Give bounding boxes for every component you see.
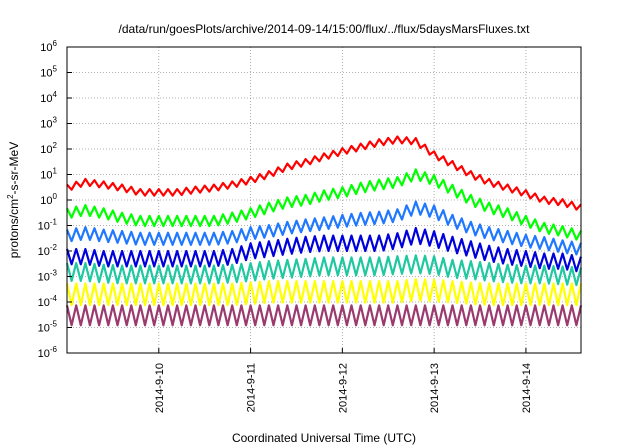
series-line-6	[65, 278, 583, 307]
x-tick-label: 2014-9-11	[246, 363, 258, 412]
y-tick-label: 100	[40, 192, 57, 207]
x-tick-label: 2014-9-12	[337, 363, 349, 413]
series-line-5	[65, 254, 583, 287]
series-line-7	[65, 304, 583, 327]
x-tick-label: 2014-9-14	[521, 363, 533, 413]
y-axis-label-prefix: protons/cm	[7, 199, 21, 258]
grid	[67, 47, 581, 353]
plot-area	[65, 135, 583, 327]
y-tick-label: 105	[40, 65, 57, 80]
y-axis-label-sup: 2	[6, 194, 15, 199]
y-tick-label: 103	[40, 116, 57, 131]
chart-title: /data/run/goesPlots/archive/2014-09-14/1…	[119, 22, 531, 36]
x-axis-label: Coordinated Universal Time (UTC)	[232, 431, 416, 445]
y-axis-label: protons/cm2-s-sr-MeV	[6, 142, 21, 258]
x-tick-label: 2014-9-13	[429, 363, 441, 413]
y-tick-label: 10-5	[38, 320, 58, 335]
y-tick-label: 10-6	[38, 345, 58, 360]
y-tick-label: 106	[40, 39, 57, 54]
y-tick-label: 10-4	[38, 294, 58, 309]
y-tick-label: 101	[40, 167, 57, 182]
series-line-4	[65, 226, 583, 273]
y-axis: 10-6 10-5 10-4 10-3 10-2 10-1 100 101 102 103 104 1…	[38, 39, 72, 360]
y-tick-label: 104	[40, 90, 57, 105]
y-tick-label: 10-2	[38, 243, 58, 258]
x-axis: 2014-9-10 2014-9-11 2014-9-12 2014-9-13 2014…	[154, 348, 533, 413]
x-tick-label: 2014-9-10	[154, 363, 166, 413]
y-tick-label: 10-3	[38, 269, 58, 284]
y-tick-label: 10-1	[38, 218, 58, 233]
series-line-3	[65, 200, 583, 256]
y-axis-label-suffix: -s-sr-MeV	[7, 142, 21, 195]
series-line-2	[66, 168, 582, 241]
y-tick-label: 102	[40, 141, 57, 156]
series-line-1	[66, 135, 582, 211]
